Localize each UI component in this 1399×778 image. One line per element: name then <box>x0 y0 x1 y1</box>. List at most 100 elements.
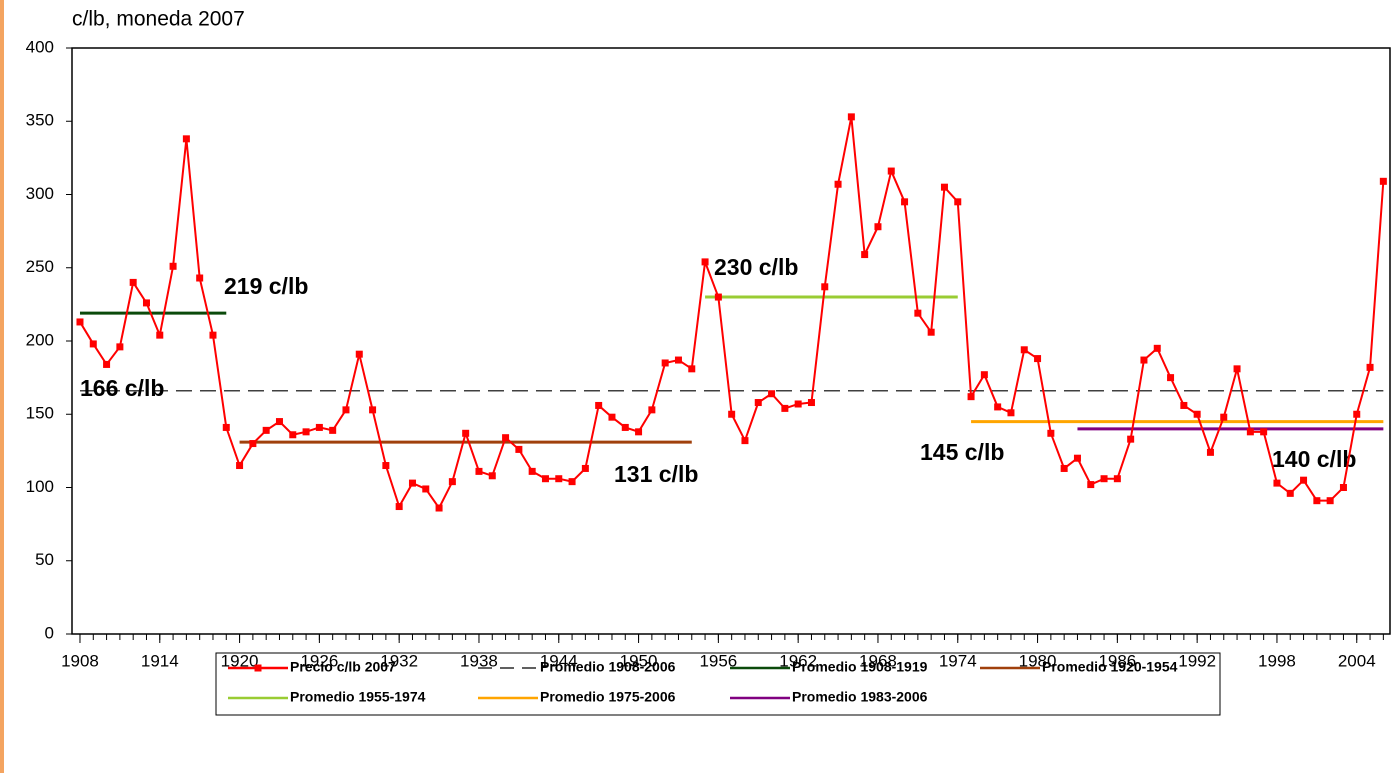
price-marker <box>1167 374 1175 382</box>
price-marker <box>688 365 696 373</box>
legend-label: Promedio 1983-2006 <box>792 689 928 705</box>
x-tick-label: 1962 <box>779 651 817 670</box>
price-marker <box>967 393 975 401</box>
price-marker <box>142 299 150 307</box>
y-tick-label: 300 <box>26 184 54 203</box>
price-marker <box>1100 475 1108 483</box>
price-marker <box>222 423 230 431</box>
average-label: 145 c/lb <box>920 439 1004 465</box>
price-marker <box>927 328 935 336</box>
average-label: 166 c/lb <box>80 375 164 401</box>
price-marker <box>462 429 470 437</box>
price-marker <box>781 404 789 412</box>
y-tick-label: 400 <box>26 37 54 56</box>
price-marker <box>1127 435 1135 443</box>
legend-label: Promedio 1955-1974 <box>290 689 426 705</box>
price-marker <box>262 426 270 434</box>
y-tick-label: 150 <box>26 404 54 423</box>
average-label: 131 c/lb <box>614 461 698 487</box>
x-tick-label: 1932 <box>380 651 418 670</box>
y-axis-label: c/lb, moneda 2007 <box>72 8 245 31</box>
price-marker <box>315 423 323 431</box>
price-marker <box>1379 177 1387 185</box>
price-marker <box>1073 454 1081 462</box>
price-marker <box>156 331 164 339</box>
price-marker <box>568 478 576 486</box>
x-tick-label: 1986 <box>1098 651 1136 670</box>
legend-label: Precio c/lb 2007 <box>290 659 396 675</box>
price-marker <box>249 440 257 448</box>
price-marker <box>728 410 736 418</box>
price-marker <box>275 418 283 426</box>
average-label: 230 c/lb <box>714 254 798 280</box>
y-tick-label: 0 <box>45 623 54 642</box>
price-marker <box>635 428 643 436</box>
price-marker <box>289 431 297 439</box>
plot-frame <box>71 47 1391 635</box>
price-marker <box>502 434 510 442</box>
price-marker <box>1353 410 1361 418</box>
price-marker <box>369 406 377 414</box>
price-marker <box>1220 413 1228 421</box>
price-marker <box>754 399 762 407</box>
x-tick-label: 1980 <box>1019 651 1057 670</box>
price-marker <box>89 340 97 348</box>
price-marker <box>1300 476 1308 484</box>
price-marker <box>1286 489 1294 497</box>
price-marker <box>342 406 350 414</box>
price-marker <box>1034 355 1042 363</box>
price-marker <box>1246 428 1254 436</box>
price-marker <box>648 406 656 414</box>
price-marker <box>621 423 629 431</box>
price-marker <box>129 278 137 286</box>
price-marker <box>435 504 443 512</box>
price-marker <box>382 462 390 470</box>
x-tick-label: 2004 <box>1338 651 1376 670</box>
price-marker <box>541 475 549 483</box>
price-marker <box>1020 346 1028 354</box>
price-marker <box>701 258 709 266</box>
price-marker <box>1339 484 1347 491</box>
left-border <box>0 0 4 773</box>
x-tick-label: 1992 <box>1178 651 1216 670</box>
x-tick-label: 1944 <box>540 651 578 670</box>
x-tick-label: 1998 <box>1258 651 1296 670</box>
price-line <box>79 116 1385 510</box>
price-marker <box>302 428 310 436</box>
price-marker <box>169 262 177 270</box>
y-tick-label: 200 <box>26 330 54 349</box>
price-marker <box>954 198 962 206</box>
x-tick-label: 1974 <box>939 651 977 670</box>
price-marker <box>861 251 869 259</box>
price-marker <box>515 445 523 453</box>
price-marker <box>1233 365 1241 373</box>
price-marker <box>940 183 948 191</box>
y-tick-label: 250 <box>26 257 54 276</box>
legend <box>215 652 1221 716</box>
legend-label: Promedio 1908-1919 <box>792 659 928 675</box>
x-tick-label: 1968 <box>859 651 897 670</box>
legend-label: Promedio 1975-2006 <box>540 689 676 705</box>
price-marker <box>1273 479 1281 487</box>
price-marker <box>1060 464 1068 472</box>
price-marker <box>1206 448 1214 456</box>
price-marker <box>1140 356 1148 364</box>
price-marker <box>1113 475 1121 483</box>
x-tick-label: 1926 <box>300 651 338 670</box>
price-marker <box>555 475 563 483</box>
price-marker <box>901 198 909 206</box>
price-marker <box>807 399 815 407</box>
price-marker <box>76 318 84 326</box>
y-tick-label: 350 <box>26 111 54 130</box>
price-marker <box>1153 344 1161 352</box>
price-marker <box>196 274 204 282</box>
x-tick-label: 1914 <box>141 651 179 670</box>
price-marker <box>103 360 111 368</box>
price-marker <box>1047 429 1055 437</box>
legend-marker <box>254 664 262 672</box>
price-marker <box>674 356 682 364</box>
price-marker <box>1180 401 1188 409</box>
price-marker <box>994 403 1002 411</box>
price-marker <box>355 350 363 358</box>
